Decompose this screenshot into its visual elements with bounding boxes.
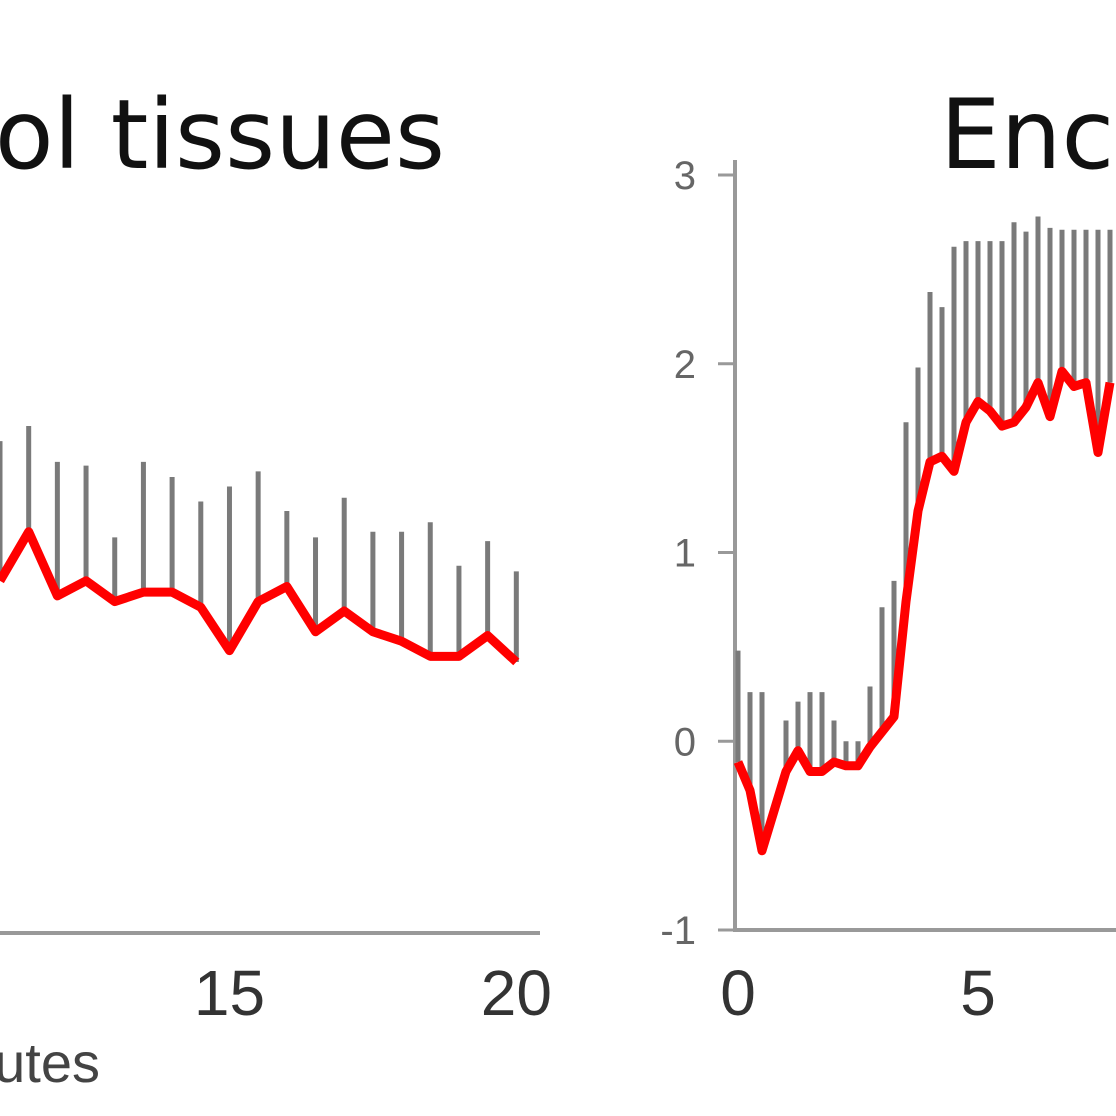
x-tick-label: 5 <box>960 957 996 1029</box>
y-tick-label: 1 <box>674 532 696 576</box>
x-axis-label: utes <box>0 1031 100 1094</box>
x-tick-label: 20 <box>481 957 552 1029</box>
chart-title: ol tissues <box>0 79 445 191</box>
y-tick-label: 2 <box>674 343 696 387</box>
x-tick-label: 0 <box>720 957 756 1029</box>
data-line <box>733 366 1115 856</box>
y-tick-label: 3 <box>674 154 696 198</box>
y-tick-label: 0 <box>674 720 696 764</box>
y-tick-label: -1 <box>660 909 696 953</box>
chart-title: Enc <box>940 79 1114 191</box>
x-tick-label: 15 <box>194 957 265 1029</box>
data-line <box>0 527 520 666</box>
